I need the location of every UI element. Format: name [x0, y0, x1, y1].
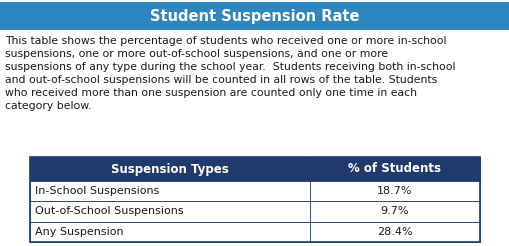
FancyBboxPatch shape: [30, 222, 479, 242]
FancyBboxPatch shape: [30, 157, 479, 181]
Text: 9.7%: 9.7%: [380, 206, 408, 216]
FancyBboxPatch shape: [0, 2, 509, 30]
Text: Student Suspension Rate: Student Suspension Rate: [150, 9, 359, 24]
Text: This table shows the percentage of students who received one or more in-school
s: This table shows the percentage of stude…: [5, 36, 455, 111]
FancyBboxPatch shape: [30, 181, 479, 201]
Text: Out-of-School Suspensions: Out-of-School Suspensions: [35, 206, 183, 216]
Text: % of Students: % of Students: [348, 163, 441, 175]
Text: 28.4%: 28.4%: [377, 227, 412, 237]
Text: Any Suspension: Any Suspension: [35, 227, 123, 237]
FancyBboxPatch shape: [30, 201, 479, 222]
Text: Suspension Types: Suspension Types: [111, 163, 229, 175]
Text: In-School Suspensions: In-School Suspensions: [35, 186, 159, 196]
Text: 18.7%: 18.7%: [377, 186, 412, 196]
